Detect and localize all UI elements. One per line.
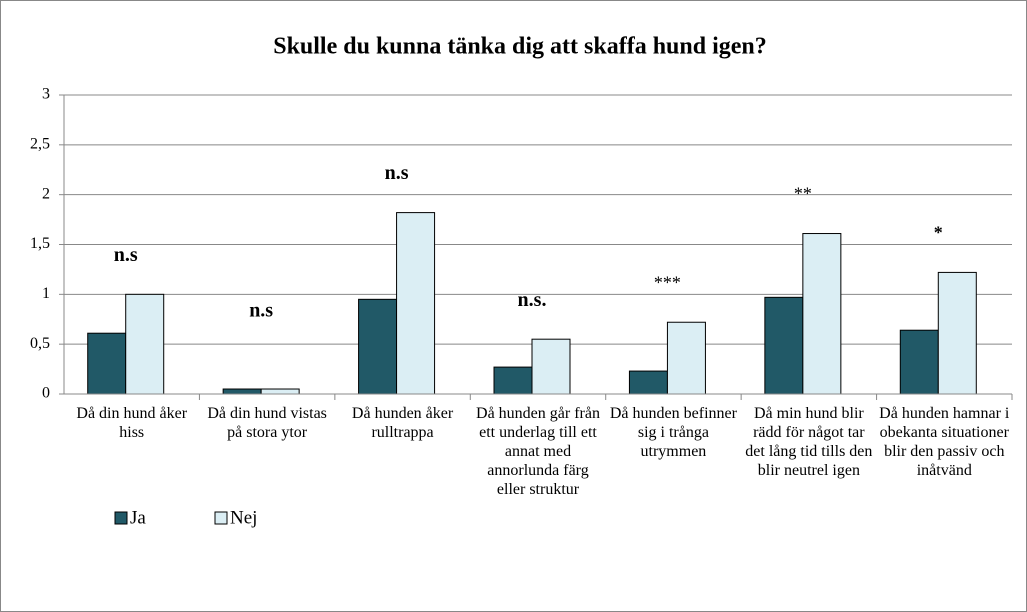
bar	[87, 332, 127, 395]
annotation: *	[934, 223, 943, 243]
legend-label: Ja	[130, 507, 146, 528]
bar	[125, 293, 165, 395]
bar	[764, 296, 804, 395]
y-tick-label: 2	[42, 185, 50, 202]
bar	[222, 388, 262, 395]
x-tick-label: Då hunden befinner sig i trånga utrymmen	[609, 405, 737, 460]
bar	[899, 329, 939, 395]
y-tick-label: 1	[42, 285, 50, 302]
x-tick-label: Då min hund blir rädd för något tar det …	[745, 405, 873, 479]
bar	[396, 212, 436, 395]
y-tick-label: 3	[42, 86, 50, 103]
x-tick-label: Då hunden åker rulltrappa	[351, 405, 454, 441]
x-tick-label: Då din hund vistas på stora ytor	[207, 405, 327, 441]
legend-swatch	[214, 511, 228, 525]
annotation: n.s	[249, 300, 273, 322]
chart-title: Skulle du kunna tänka dig att skaffa hun…	[273, 34, 767, 60]
annotation: **	[794, 184, 812, 204]
y-tick-label: 0	[42, 385, 50, 402]
bar	[358, 298, 398, 395]
annotation: n.s.	[518, 289, 547, 311]
bar	[937, 271, 977, 395]
x-tick-label: Då hunden hamnar i obekanta situationer …	[879, 405, 1010, 479]
y-tick-label: 1,5	[30, 235, 50, 252]
bar	[493, 366, 533, 395]
bar	[666, 321, 706, 395]
legend-swatch	[114, 511, 128, 525]
y-tick-label: 0,5	[30, 335, 50, 352]
bar	[802, 233, 842, 395]
y-tick-label: 2,5	[30, 136, 50, 153]
legend-label: Nej	[230, 507, 257, 528]
x-tick-label: Då din hund åker hiss	[76, 405, 188, 441]
annotation: n.s	[385, 162, 409, 184]
bar	[260, 388, 300, 395]
x-tick-label: Då hunden går från ett underlag till ett…	[476, 405, 600, 498]
annotation: n.s	[114, 244, 138, 266]
bar	[628, 370, 668, 395]
annotation: ***	[654, 272, 681, 292]
bar	[531, 338, 571, 395]
